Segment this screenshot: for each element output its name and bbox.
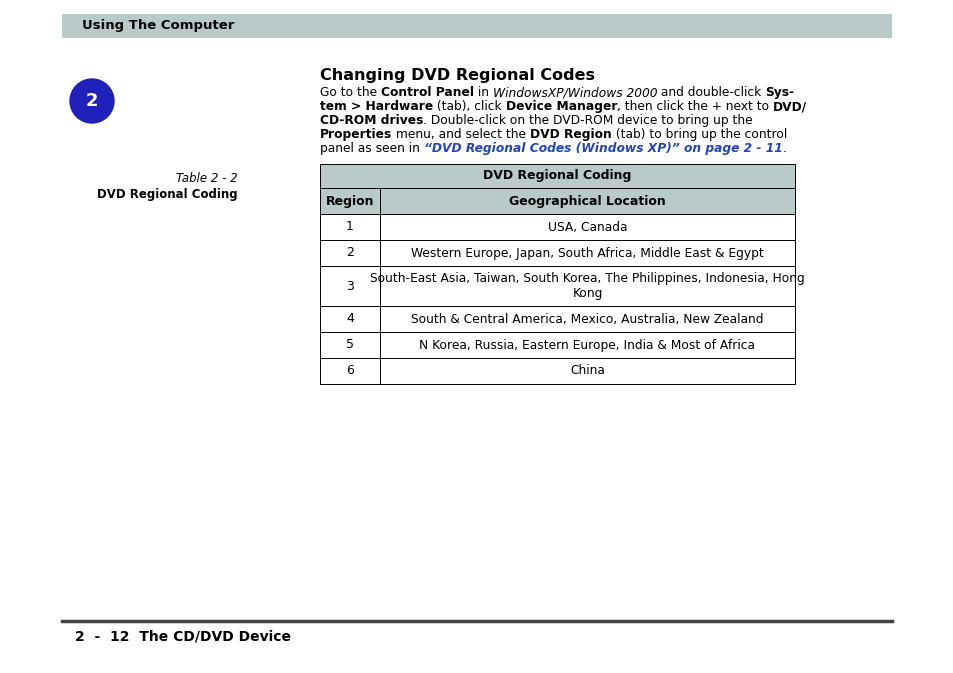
Text: WindowsXP/Windows 2000: WindowsXP/Windows 2000 [493,86,657,99]
Text: USA, Canada: USA, Canada [547,221,626,234]
Circle shape [70,79,113,123]
Text: 4: 4 [346,312,354,326]
Bar [379,306,794,332]
Text: Device Manager: Device Manager [505,100,617,113]
Bar [379,358,794,384]
Text: Go to the: Go to the [319,86,380,99]
Text: Western Europe, Japan, South Africa, Middle East & Egypt: Western Europe, Japan, South Africa, Mid… [411,246,763,260]
Text: (tab) to bring up the control: (tab) to bring up the control [611,128,786,141]
Text: DVD Regional Coding: DVD Regional Coding [483,170,631,182]
Text: Region: Region [325,194,374,207]
Text: Geographical Location: Geographical Location [509,194,665,207]
Bar [319,358,379,384]
Text: 2: 2 [346,246,354,260]
Bar [319,164,794,188]
Text: Properties: Properties [319,128,392,141]
Text: , then click the + next to: , then click the + next to [617,100,773,113]
Bar [62,14,891,38]
Text: China: China [570,365,604,378]
Text: CD-ROM drives: CD-ROM drives [319,114,423,127]
Text: South-East Asia, Taiwan, South Korea, The Philippines, Indonesia, Hong
Kong: South-East Asia, Taiwan, South Korea, Th… [370,272,804,300]
Text: DVD Region: DVD Region [530,128,611,141]
Text: South & Central America, Mexico, Australia, New Zealand: South & Central America, Mexico, Austral… [411,312,763,326]
Text: Table 2 - 2: Table 2 - 2 [176,172,237,185]
Bar [379,188,794,214]
Text: DVD/: DVD/ [773,100,806,113]
Text: 6: 6 [346,365,354,378]
Text: 5: 5 [346,339,354,351]
Text: 2  -  12  The CD/DVD Device: 2 - 12 The CD/DVD Device [75,629,291,643]
Bar [379,214,794,240]
Bar [379,240,794,266]
Text: in: in [474,86,493,99]
Bar [379,332,794,358]
Text: N Korea, Russia, Eastern Europe, India & Most of Africa: N Korea, Russia, Eastern Europe, India &… [419,339,755,351]
Text: 2: 2 [86,92,98,110]
Text: . Double-click on the DVD-ROM device to bring up the: . Double-click on the DVD-ROM device to … [423,114,752,127]
Text: 1: 1 [346,221,354,234]
Bar [319,332,379,358]
Text: Sys-: Sys- [764,86,794,99]
Bar [319,306,379,332]
Bar [379,266,794,306]
Text: Control Panel: Control Panel [380,86,474,99]
Bar [319,188,379,214]
Text: (tab), click: (tab), click [433,100,505,113]
Text: panel as seen in: panel as seen in [319,142,423,155]
Bar [319,214,379,240]
Text: and double-click: and double-click [657,86,764,99]
Text: DVD Regional Coding: DVD Regional Coding [97,188,237,201]
Bar [319,266,379,306]
Bar [319,240,379,266]
Text: menu, and select the: menu, and select the [392,128,530,141]
Text: 3: 3 [346,279,354,293]
Text: “DVD Regional Codes (Windows XP)” on page 2 - 11: “DVD Regional Codes (Windows XP)” on pag… [423,142,781,155]
Text: Changing DVD Regional Codes: Changing DVD Regional Codes [319,68,595,83]
Text: .: . [781,142,785,155]
Text: tem > Hardware: tem > Hardware [319,100,433,113]
Text: Using The Computer: Using The Computer [82,20,234,32]
